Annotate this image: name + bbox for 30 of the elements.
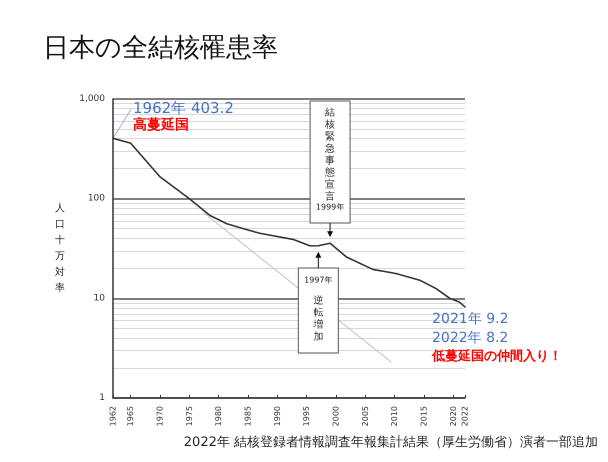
x-tick-label: 2015 <box>419 406 428 426</box>
x-tick-label: 2010 <box>390 406 400 426</box>
x-tick-label: 1970 <box>155 406 164 426</box>
annotation: 2021年 9.2 <box>432 310 508 327</box>
annotation: 高蔓延国 <box>133 116 189 133</box>
y-axis-title: 人口十万対率 <box>55 203 65 294</box>
x-tick-label: 2000 <box>331 406 340 426</box>
annotation: 1999年 <box>316 202 344 212</box>
x-tick-label: 1995 <box>302 406 312 426</box>
x-tick-label: 2005 <box>360 406 370 426</box>
y-tick-label: 1 <box>99 393 105 403</box>
x-tick-label: 1975 <box>184 406 194 426</box>
x-tick-label: 1965 <box>126 406 136 426</box>
annotation: 逆転増加 <box>312 294 324 342</box>
x-tick-label: 1985 <box>243 406 252 426</box>
x-tick-label: 1990 <box>272 406 282 426</box>
annotation: 結核緊急事態宣言 <box>324 108 336 202</box>
chart-title: 日本の全結核罹患率 <box>43 33 278 63</box>
annotation: 1962年 403.2 <box>133 98 234 117</box>
annotation: 1997年 <box>304 276 333 284</box>
x-tick-label: 2022 <box>460 406 470 426</box>
annotation: 低蔓延国の仲間入り！ <box>431 348 562 364</box>
x-tick-label: 2020 <box>448 406 458 426</box>
y-tick-label: 10 <box>94 293 106 304</box>
y-tick-label: 1,000 <box>79 94 106 104</box>
y-tick-label: 100 <box>88 194 106 204</box>
x-tick-label: 1962 <box>108 406 118 426</box>
x-tick-label: 1980 <box>214 406 224 426</box>
annotation: 2022年 8.2 <box>432 330 508 346</box>
text: 2022年 結核登録者情報調査年報集計結果（厚生労働省）演者一部追加 <box>184 435 598 450</box>
